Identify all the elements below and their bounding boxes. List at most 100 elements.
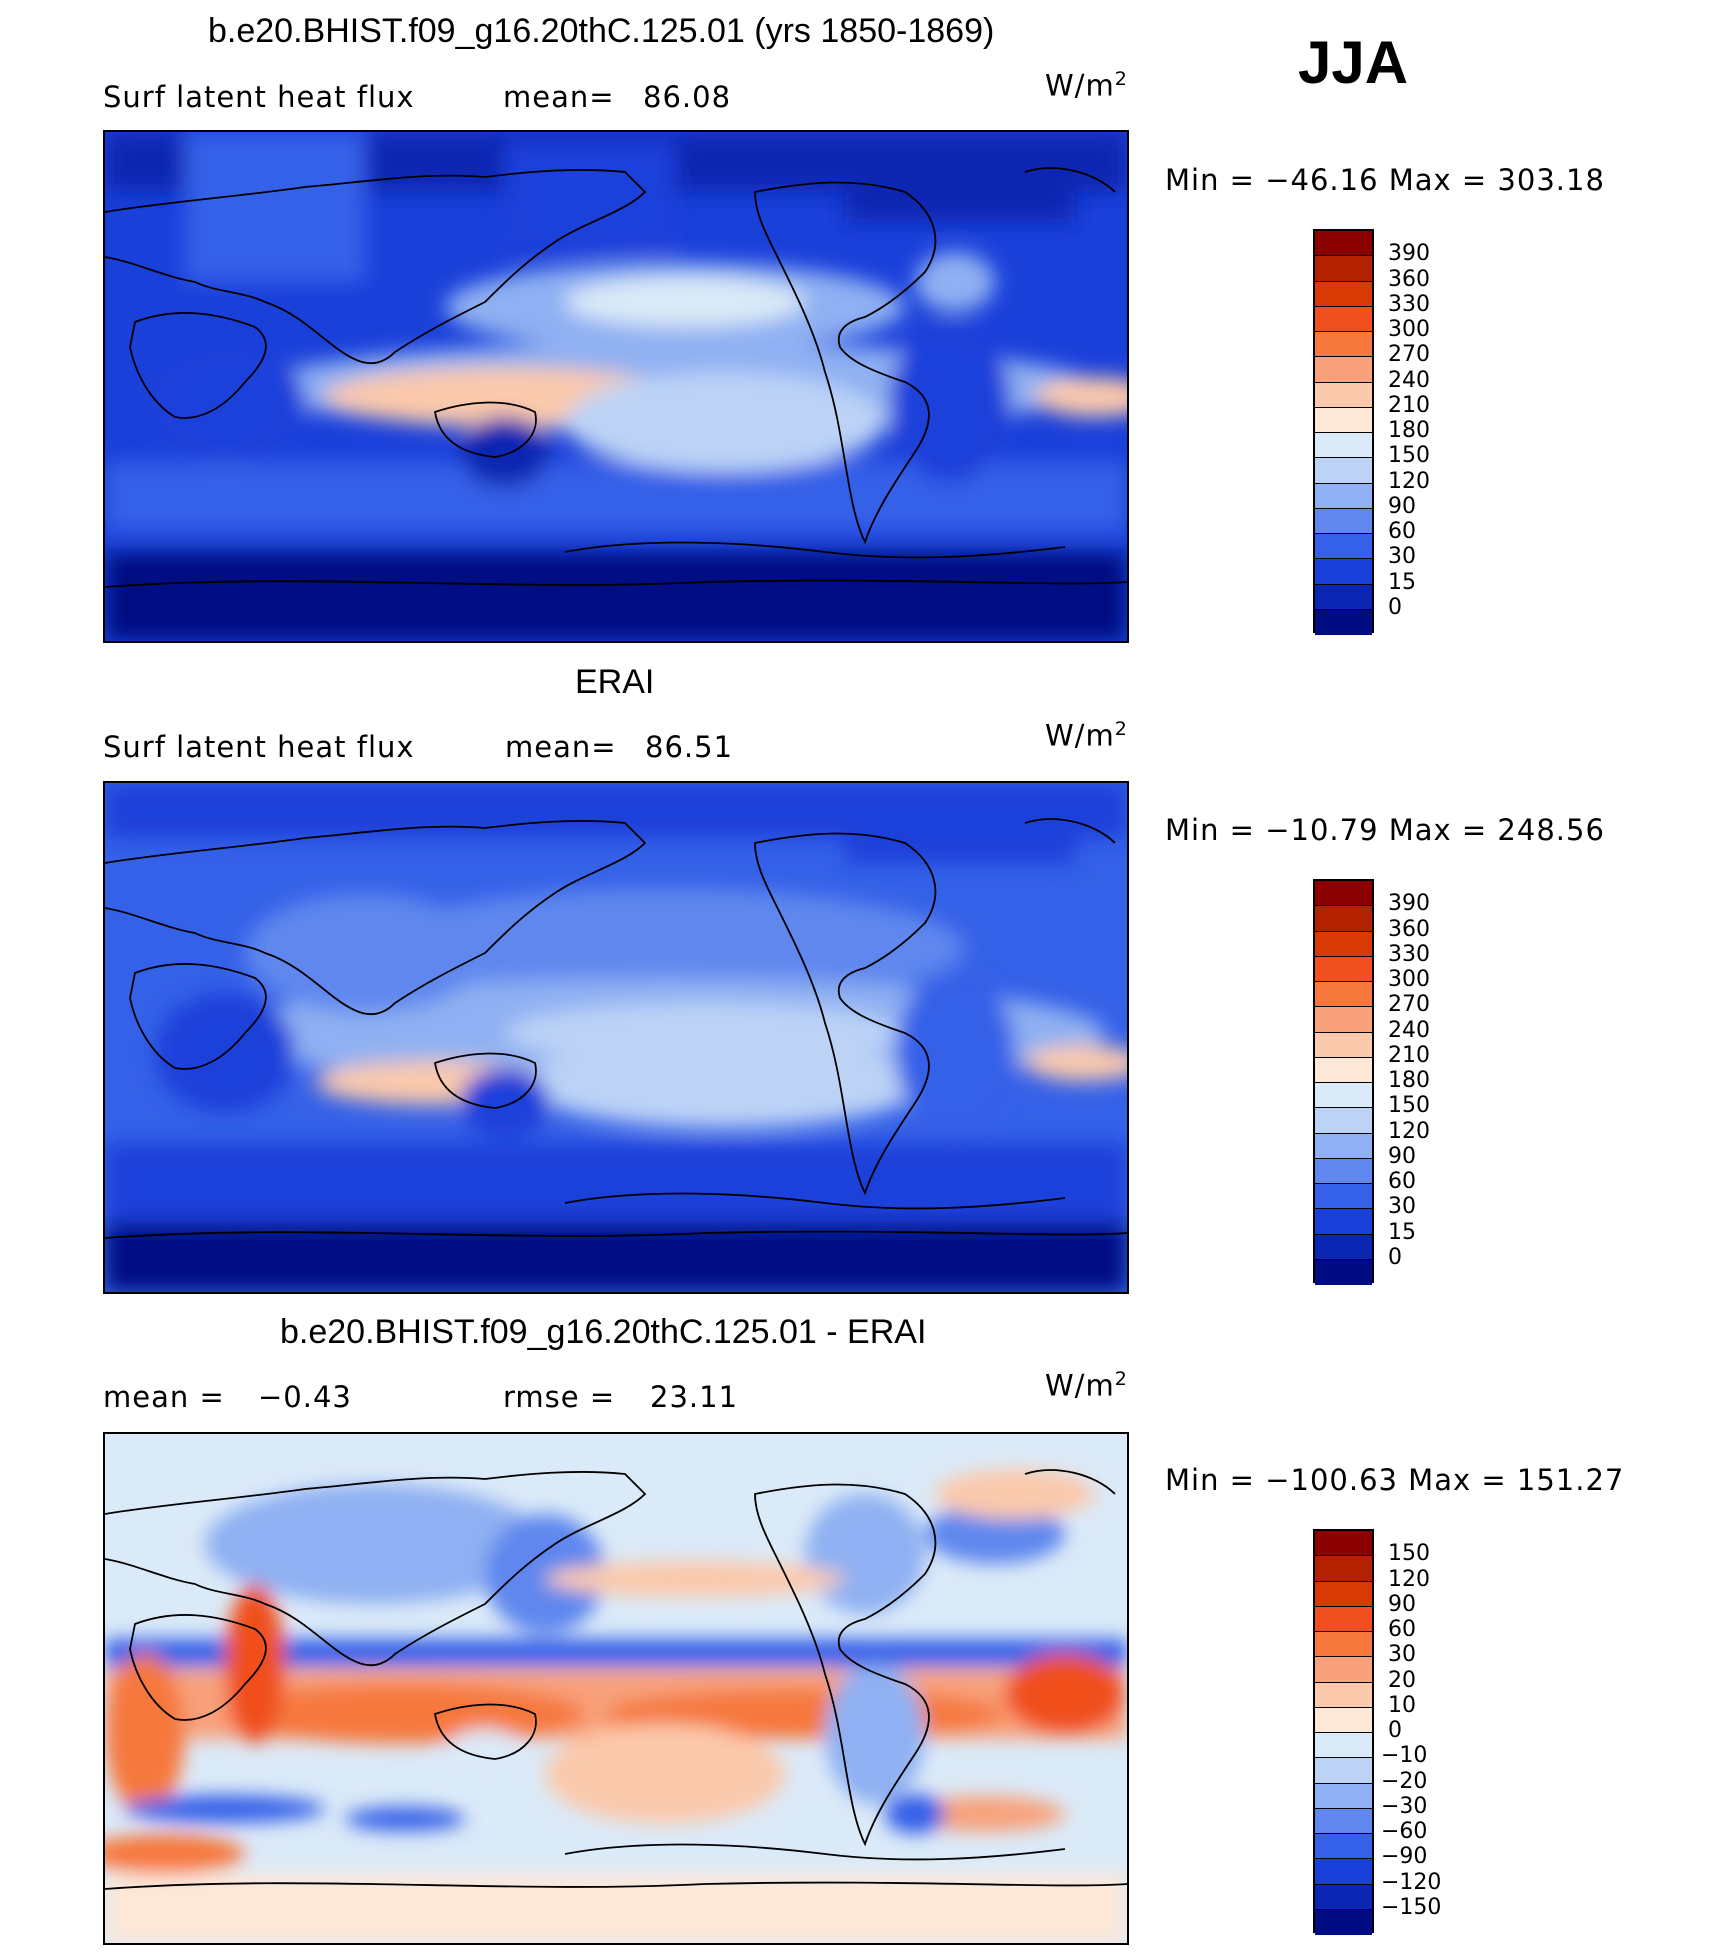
colorbar-segment [1315,1632,1372,1658]
colorbar-segment [1315,1909,1372,1935]
colorbar-tick-label: 390 [1388,891,1430,917]
colorbar-tick-label: 360 [1388,266,1430,292]
colorbar-tick-label: 60 [1388,1617,1416,1642]
colorbar-tick-label: 270 [1388,342,1430,368]
colorbar-segment [1315,1108,1372,1134]
colorbar-segment [1315,256,1372,282]
colorbar-segment [1315,1884,1372,1910]
colorbar-segment [1315,1184,1372,1210]
colorbar-tick-label: 120 [1388,1566,1430,1592]
units-exponent: 2 [1114,1368,1128,1390]
colorbar-segment [1315,508,1372,534]
colorbar-tick-label: −150 [1381,1894,1442,1920]
panel3-rmse-label: rmse = [503,1380,616,1414]
colorbar-segment [1315,1606,1372,1632]
colorbar-segment [1315,1057,1372,1083]
map-svg-3 [105,1434,1127,1943]
colorbar-segment [1315,1259,1372,1285]
colorbar-segment [1315,382,1372,408]
colorbar-segment [1315,281,1372,307]
colorbar-tick-label: 330 [1388,941,1430,967]
panel1-title: b.e20.BHIST.f09_g16.20thC.125.01 (yrs 18… [208,12,995,50]
colorbar-tick-label: 20 [1388,1667,1416,1693]
colorbar-tick-label: 300 [1388,317,1430,342]
colorbar-segment [1315,1032,1372,1058]
colorbar-segment [1315,534,1372,560]
panel3-units: W/m2 [1045,1368,1128,1403]
colorbar-segment [1315,1083,1372,1109]
colorbar-segment [1315,1007,1372,1033]
colorbar-tick-label: 60 [1388,1169,1416,1194]
colorbar-segment [1315,1209,1372,1235]
colorbar-segment [1315,433,1372,459]
panel3-mean-value: −0.43 [258,1380,352,1414]
colorbar-tick-label: −20 [1381,1768,1428,1794]
panel2-map [103,781,1129,1294]
panel2-mean-label: mean= [505,730,617,764]
colorbar-tick-label: 10 [1388,1692,1416,1718]
colorbar-tick-label: −90 [1381,1844,1428,1870]
colorbar-tick-label: 0 [1388,594,1402,620]
colorbar-segment [1315,1834,1372,1860]
colorbar-tick-label: 120 [1388,468,1430,494]
panel2-units: W/m2 [1045,718,1128,753]
panel1-colorbar [1313,229,1374,635]
panel2-minmax: Min = −10.79 Max = 248.56 [1165,813,1605,847]
panel3-rmse-value: 23.11 [650,1380,739,1414]
colorbar-tick-label: 300 [1388,967,1430,992]
colorbar-segment [1315,1234,1372,1260]
units-exponent: 2 [1114,718,1128,740]
colorbar-tick-label: 15 [1388,569,1416,595]
panel1-variable-label: Surf latent heat flux [103,80,415,114]
colorbar-segment [1315,458,1372,484]
map-svg-1 [105,132,1127,641]
season-label: JJA [1298,29,1409,96]
colorbar-tick-label: −120 [1381,1869,1442,1895]
colorbar-segment [1315,407,1372,433]
colorbar-segment [1315,483,1372,509]
colorbar-tick-label: 15 [1388,1219,1416,1245]
panel1-mean-label: mean= [503,80,615,114]
colorbar-tick-label: 0 [1388,1244,1402,1270]
colorbar-tick-label: 330 [1388,291,1430,317]
colorbar-tick-label: 90 [1388,1143,1416,1169]
colorbar-tick-label: 90 [1388,493,1416,519]
colorbar-segment [1315,1859,1372,1885]
colorbar-tick-label: 180 [1388,1068,1430,1093]
colorbar-segment [1315,881,1372,907]
colorbar-segment [1315,982,1372,1008]
colorbar-segment [1315,906,1372,932]
colorbar-segment [1315,609,1372,635]
colorbar-tick-label: 390 [1388,241,1430,267]
colorbar-segment [1315,1556,1372,1582]
panel1-minmax: Min = −46.16 Max = 303.18 [1165,163,1605,197]
colorbar-tick-label: 30 [1388,1194,1416,1220]
colorbar-segment [1315,1808,1372,1834]
colorbar-segment [1315,1158,1372,1184]
colorbar-segment [1315,332,1372,358]
colorbar-segment [1315,357,1372,383]
units-exponent: 2 [1114,68,1128,90]
colorbar-segment [1315,931,1372,957]
colorbar-tick-label: −30 [1381,1793,1428,1819]
colorbar-segment [1315,1758,1372,1784]
colorbar-segment [1315,1707,1372,1733]
panel3-map [103,1432,1129,1945]
panel1-mean-value: 86.08 [643,80,732,114]
colorbar-segment [1315,584,1372,610]
panel2-title: ERAI [575,663,655,701]
colorbar-tick-label: −60 [1381,1819,1428,1844]
colorbar-segment [1315,231,1372,257]
colorbar-segment [1315,559,1372,585]
panel3-minmax: Min = −100.63 Max = 151.27 [1165,1463,1625,1497]
panel3-mean-label: mean = [103,1380,225,1414]
colorbar-segment [1315,1682,1372,1708]
colorbar-segment [1315,1733,1372,1759]
panel3-colorbar [1313,1529,1374,1935]
units-text: W/m [1045,1368,1115,1403]
units-text: W/m [1045,68,1115,103]
colorbar-tick-label: 150 [1388,1541,1430,1567]
colorbar-tick-label: 180 [1388,418,1430,443]
panel1-units: W/m2 [1045,68,1128,103]
colorbar-tick-label: 210 [1388,1042,1430,1068]
